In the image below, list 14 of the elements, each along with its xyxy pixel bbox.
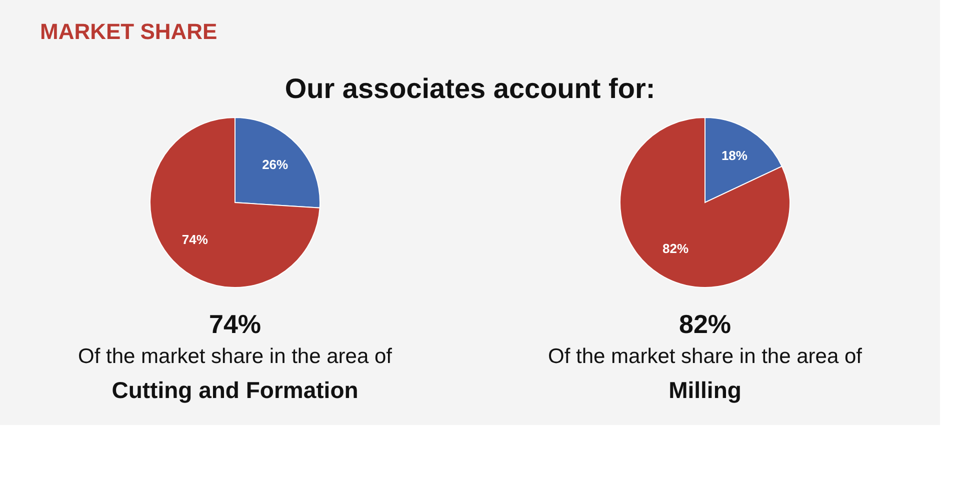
text: Of the market share in the area of bbox=[78, 345, 392, 368]
text: Our associates account for: bbox=[284, 73, 656, 104]
text: Milling bbox=[668, 377, 742, 403]
text: 82% bbox=[678, 309, 732, 339]
data-label: 82% bbox=[662, 240, 689, 256]
text: Of the market share in the area of bbox=[548, 345, 862, 368]
text: 74% bbox=[208, 309, 262, 339]
pie-slice bbox=[620, 117, 790, 288]
data-label: 74% bbox=[182, 232, 208, 248]
data-label: 26% bbox=[262, 156, 289, 172]
chart-title: MARKET SHARE bbox=[40, 19, 218, 44]
data-label: 18% bbox=[721, 148, 748, 164]
text: Cutting and Formation bbox=[112, 377, 358, 403]
pie-slice bbox=[150, 117, 320, 288]
